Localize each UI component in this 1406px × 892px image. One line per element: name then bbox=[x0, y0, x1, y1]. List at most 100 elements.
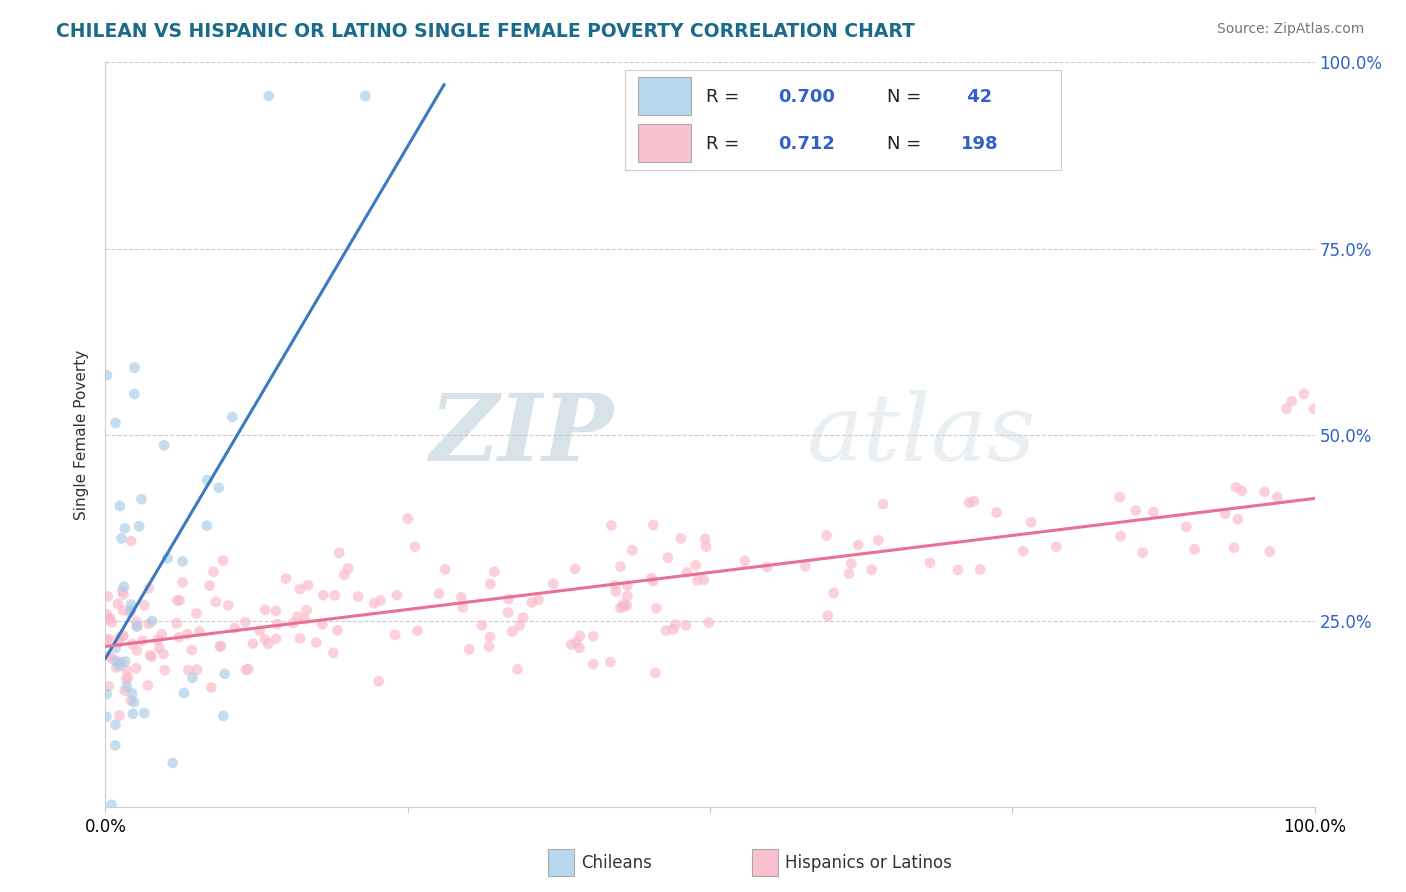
Point bbox=[107, 597, 129, 611]
Point bbox=[326, 624, 349, 638]
Point bbox=[1012, 544, 1035, 558]
Point bbox=[125, 619, 148, 633]
Point bbox=[112, 603, 135, 617]
FancyBboxPatch shape bbox=[638, 124, 690, 162]
Point bbox=[506, 663, 529, 677]
Point bbox=[249, 624, 271, 638]
Point bbox=[110, 655, 132, 669]
Point bbox=[450, 591, 472, 605]
Point bbox=[918, 556, 941, 570]
Point bbox=[128, 519, 150, 533]
Point bbox=[815, 528, 838, 542]
Point bbox=[609, 600, 631, 615]
Point bbox=[96, 687, 118, 701]
Point bbox=[97, 612, 120, 626]
Point bbox=[141, 649, 163, 664]
Point bbox=[1184, 542, 1206, 557]
Point bbox=[697, 615, 720, 630]
Point bbox=[664, 617, 686, 632]
Point bbox=[1045, 540, 1067, 554]
Text: ZIP: ZIP bbox=[429, 390, 613, 480]
Text: atlas: atlas bbox=[807, 390, 1036, 480]
Point bbox=[208, 639, 231, 653]
Point bbox=[1281, 394, 1303, 409]
Point bbox=[266, 617, 288, 632]
Point bbox=[176, 627, 198, 641]
Point bbox=[370, 593, 392, 607]
Point bbox=[121, 686, 143, 700]
Point bbox=[385, 588, 408, 602]
Point bbox=[568, 640, 591, 655]
Point bbox=[233, 615, 256, 629]
Point bbox=[1109, 529, 1132, 543]
Point bbox=[120, 598, 142, 612]
Point bbox=[114, 521, 136, 535]
Point bbox=[509, 618, 531, 632]
Point bbox=[543, 576, 565, 591]
Text: Source: ZipAtlas.com: Source: ZipAtlas.com bbox=[1216, 22, 1364, 37]
Point bbox=[605, 584, 627, 599]
Point bbox=[1292, 387, 1315, 401]
Point bbox=[136, 678, 159, 692]
Point bbox=[868, 533, 890, 548]
Point bbox=[288, 632, 311, 646]
Point bbox=[214, 666, 236, 681]
Point bbox=[1125, 503, 1147, 517]
Text: N =: N = bbox=[887, 87, 921, 105]
Point bbox=[560, 638, 582, 652]
Point bbox=[295, 603, 318, 617]
Point bbox=[138, 617, 160, 632]
Point bbox=[100, 797, 122, 812]
Point bbox=[139, 648, 162, 663]
Point bbox=[946, 563, 969, 577]
Point bbox=[173, 686, 195, 700]
Point bbox=[621, 543, 644, 558]
Point bbox=[498, 592, 520, 607]
Point bbox=[655, 624, 678, 638]
Point bbox=[118, 605, 141, 619]
Point bbox=[662, 623, 685, 637]
Point bbox=[311, 617, 333, 632]
Point bbox=[501, 624, 523, 639]
Point bbox=[112, 580, 135, 594]
Point bbox=[122, 695, 145, 709]
Point bbox=[565, 635, 588, 649]
Point bbox=[283, 615, 305, 630]
Point bbox=[104, 641, 127, 656]
Point bbox=[141, 614, 163, 628]
Point bbox=[676, 566, 699, 580]
Point bbox=[101, 615, 124, 630]
Point bbox=[205, 595, 228, 609]
Point bbox=[125, 643, 148, 657]
Point bbox=[645, 601, 668, 615]
Point bbox=[496, 606, 519, 620]
Point bbox=[347, 590, 370, 604]
Point bbox=[287, 609, 309, 624]
Point bbox=[823, 586, 845, 600]
Point bbox=[156, 551, 179, 566]
Point bbox=[122, 706, 145, 721]
Point bbox=[167, 631, 190, 645]
Point bbox=[1258, 544, 1281, 558]
Point bbox=[235, 663, 257, 677]
Point bbox=[582, 657, 605, 672]
Point bbox=[675, 618, 697, 632]
Point bbox=[131, 492, 153, 507]
Point bbox=[986, 506, 1008, 520]
Point bbox=[1230, 483, 1253, 498]
Point bbox=[125, 615, 148, 629]
Point bbox=[434, 562, 457, 576]
Point bbox=[657, 550, 679, 565]
Point bbox=[217, 599, 239, 613]
Point bbox=[669, 532, 692, 546]
Point bbox=[333, 567, 356, 582]
Point bbox=[105, 654, 128, 668]
Point bbox=[478, 640, 501, 654]
Text: CHILEAN VS HISPANIC OR LATINO SINGLE FEMALE POVERTY CORRELATION CHART: CHILEAN VS HISPANIC OR LATINO SINGLE FEM… bbox=[56, 22, 915, 41]
Point bbox=[693, 573, 716, 587]
Point bbox=[817, 608, 839, 623]
Point bbox=[221, 409, 243, 424]
Point bbox=[1253, 484, 1275, 499]
Point bbox=[253, 603, 276, 617]
Point bbox=[166, 616, 188, 631]
